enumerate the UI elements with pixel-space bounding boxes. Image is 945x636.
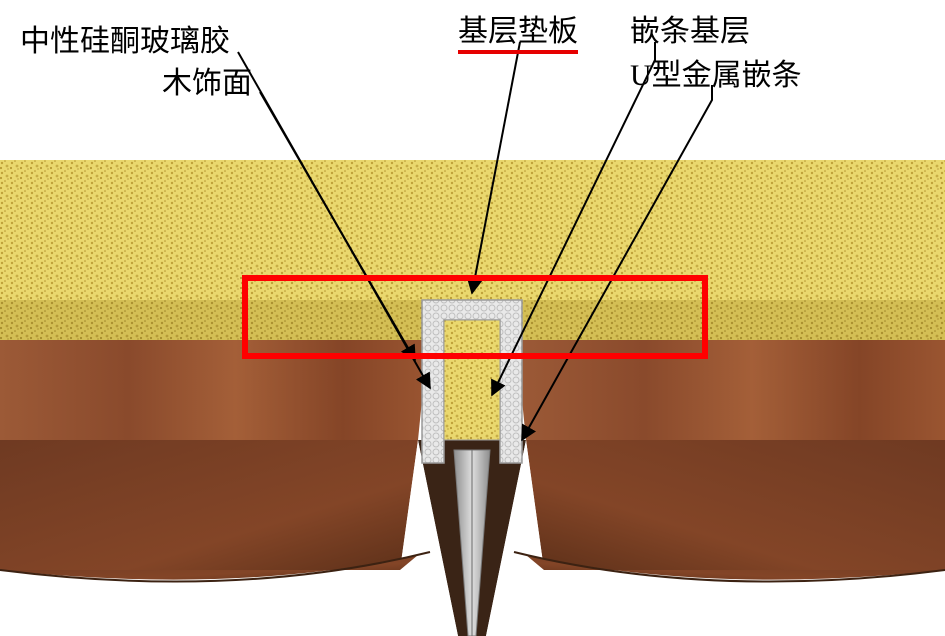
wood-front-right [526, 440, 945, 570]
wood-front-left [0, 440, 418, 570]
label-sealant: 中性硅酮玻璃胶 [20, 16, 230, 60]
u-channel-fill [444, 320, 500, 440]
label-veneer: 木饰面 [162, 58, 252, 102]
label-pad: 基层垫板 [458, 6, 578, 50]
label-stripbase: 嵌条基层 [630, 6, 750, 50]
label-ustrip: U型金属嵌条 [630, 50, 802, 94]
